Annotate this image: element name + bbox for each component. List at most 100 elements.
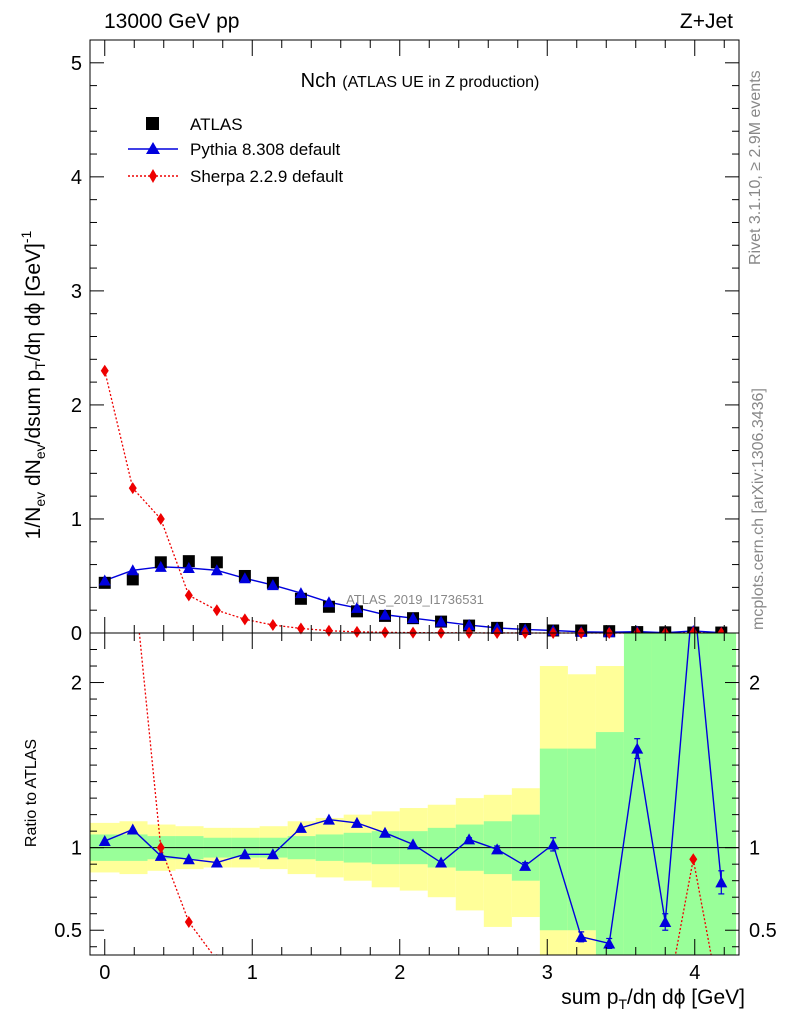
ratio-sherpa-point [297, 985, 305, 997]
ratio-panel-marks [98, 148, 728, 1017]
top-panel-frame [89, 39, 740, 634]
ratio-pythia-point [154, 849, 167, 861]
pythia-point [182, 561, 195, 573]
band-inner-bin [539, 748, 568, 931]
atlas-point [182, 555, 195, 568]
header-left: 13000 GeV pp [104, 10, 239, 33]
legend-pythia-marker [146, 142, 160, 154]
ratio-y-tick-label-right: 0.5 [749, 920, 777, 942]
ratio-sherpa-point [353, 999, 361, 1011]
ratio-sherpa-point [521, 1005, 529, 1017]
ratio-y-tick-label-left: 1 [71, 838, 82, 860]
ratio-y-tick-label-left: 2 [71, 673, 82, 695]
sherpa-point [352, 625, 361, 638]
ratio-sherpa-point [493, 1005, 501, 1017]
header-right: Z+Jet [680, 10, 733, 33]
sherpa-point [268, 619, 277, 632]
legend-atlas-marker [146, 117, 159, 130]
sherpa-point [100, 364, 109, 377]
ratio-panel-frame [89, 632, 740, 956]
legend-sherpa-label: Sherpa 2.2.9 default [190, 167, 343, 186]
ratio-bands [90, 633, 739, 955]
ratio-pythia-point [659, 915, 672, 927]
ratio-clip-group [98, 148, 728, 1017]
ratio-y-tick-label-right: 1 [749, 838, 760, 860]
atlas-point [126, 573, 139, 586]
band-inner-bin [651, 633, 680, 955]
ratio-pythia-point [547, 838, 560, 850]
ratio-pythia-point [210, 856, 223, 868]
x-tick-label: 0 [99, 962, 110, 984]
ratio-pythia-point [631, 742, 644, 754]
pythia-point [210, 564, 223, 576]
sherpa-point [381, 626, 389, 639]
rivet-label: Rivet 3.1.10, ≥ 2.9M events [747, 70, 764, 265]
ratio-pythia-point [350, 816, 363, 828]
pythia-point [435, 615, 448, 627]
pythia-point [238, 572, 251, 584]
band-inner-bin [595, 732, 624, 955]
ratio-pythia-point [98, 835, 111, 847]
ratio-y-tick-label-right: 2 [749, 673, 760, 695]
legend: ATLAS Pythia 8.308 default Sherpa 2.2.9 … [128, 115, 343, 186]
ratio-pythia-point [575, 930, 588, 942]
ratio-pythia-point [715, 876, 728, 888]
sherpa-point [184, 589, 193, 602]
top-y-tick-label: 0 [71, 623, 82, 645]
x-tick-label: 4 [689, 962, 700, 984]
ratio-pythia-point [379, 826, 391, 838]
ratio-pythia-point [126, 823, 139, 835]
band-inner-bin [623, 633, 652, 955]
pythia-point [407, 612, 420, 624]
ratio-sherpa-point [216, 953, 218, 955]
pythia-point [98, 574, 111, 586]
ratio-pythia-point [294, 821, 307, 833]
ratio-sherpa-point [465, 1004, 473, 1016]
ratio-y-tick-label-left: 0.5 [54, 920, 82, 942]
sherpa-point [156, 512, 165, 525]
ratio-sherpa-point [409, 1003, 417, 1015]
top-y-tick-label: 3 [71, 281, 82, 303]
sherpa-point [296, 622, 305, 635]
ratio-sherpa-point [437, 1003, 445, 1015]
ratio-sherpa-point [156, 841, 165, 854]
analysis-watermark: ATLAS_2019_I1736531 [346, 592, 484, 607]
x-tick-label: 2 [394, 962, 405, 984]
pythia-point [294, 587, 307, 599]
ratio-sherpa-point [381, 1000, 389, 1012]
ratio-pythia-point [491, 843, 504, 855]
pythia-point [154, 560, 167, 572]
ratio-sherpa-point [325, 992, 333, 1004]
ratio-pythia-point [407, 838, 420, 850]
ratio-pythia-point [687, 586, 699, 597]
band-inner-bin [567, 748, 596, 931]
ratio-pythia-point [238, 848, 251, 860]
pythia-point [322, 596, 335, 608]
ratio-pythia-point [463, 833, 476, 845]
ratio-pythia-point [266, 848, 279, 860]
pythia-point [350, 601, 363, 613]
top-y-tick-label: 5 [71, 53, 82, 75]
sherpa-line [104, 370, 722, 634]
legend-sherpa-marker [149, 169, 157, 183]
ratio-pythia-point [435, 856, 448, 868]
ratio-pythia-point [603, 937, 616, 949]
pythia-point [463, 619, 476, 631]
ratio-y-axis-label: Ratio to ATLAS [23, 739, 40, 847]
ratio-pythia-point [182, 853, 195, 865]
top-y-tick-label: 1 [71, 509, 82, 531]
x-axis-label: sum pT/dη dϕ [GeV] [561, 986, 745, 1012]
pythia-point [379, 608, 391, 620]
sherpa-point [324, 624, 333, 637]
sherpa-point [240, 613, 249, 626]
legend-pythia-label: Pythia 8.308 default [190, 140, 341, 159]
sherpa-point [128, 482, 137, 495]
legend-atlas-label: ATLAS [190, 115, 243, 134]
band-inner-bin [680, 633, 709, 955]
ratio-sherpa-point [184, 915, 193, 928]
ratio-pythia-point [519, 859, 532, 871]
ratio-sherpa-point [101, 148, 109, 160]
ratio-sherpa-point [689, 853, 698, 866]
sherpa-point [212, 604, 221, 617]
